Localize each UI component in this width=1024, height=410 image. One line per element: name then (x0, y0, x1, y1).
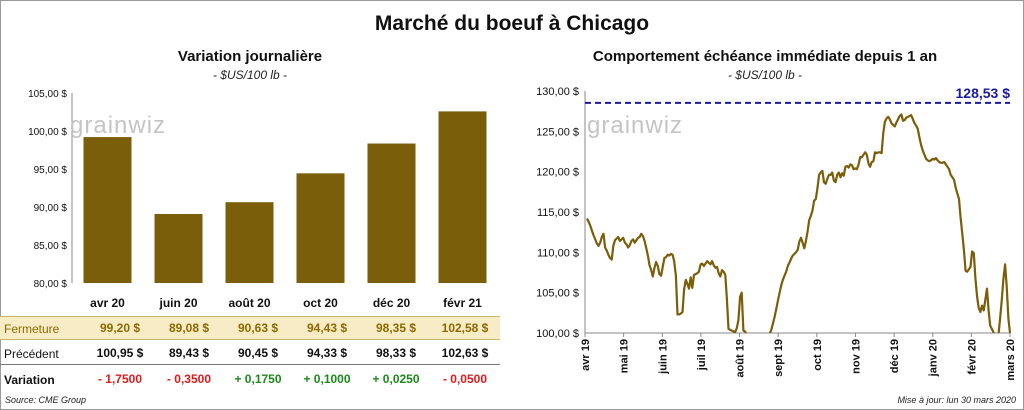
fermeture-cell: 94,43 $ (306, 321, 348, 335)
grainwiz-logo-left: grainwiz (70, 112, 167, 139)
y-tick-label: 100,00 $ (28, 127, 67, 138)
fermeture-cell: 98,35 $ (375, 321, 417, 335)
bar-4 (367, 143, 416, 283)
bar-5 (438, 111, 487, 283)
variation-cell: - 1,7500 (97, 372, 143, 386)
grainwiz-logo-right: grainwiz (587, 112, 684, 139)
precedent-cell: 98,33 $ (375, 346, 417, 360)
fermeture-cell: 90,63 $ (237, 321, 279, 335)
bar-3 (296, 173, 345, 283)
x-tick-label: févr 21 (443, 296, 482, 310)
variation-cell: + 0,1000 (303, 372, 351, 386)
variation-cell: + 0,0250 (372, 372, 420, 386)
left-chart-subtitle: - $US/100 lb - (212, 68, 288, 82)
x-tick-label: oct 20 (303, 296, 338, 310)
variation-cell: + 0,1750 (234, 372, 282, 386)
table-row-fermeture: Fermeture 99,20 $ 89,08 $ 90,63 $ 94,43 … (0, 316, 500, 340)
y-tick-label: 80,00 $ (34, 279, 68, 290)
bar-1 (154, 213, 203, 283)
precedent-cell: 100,95 $ (96, 346, 144, 360)
precedent-cell: 90,45 $ (237, 346, 279, 360)
y-tick-label: 85,00 $ (34, 241, 68, 252)
fermeture-cell: 102,58 $ (441, 321, 489, 335)
x-tick-label: juin 20 (158, 296, 197, 310)
precedent-cell: 89,43 $ (168, 346, 210, 360)
right-chart-subtitle: - $US/100 lb - (727, 68, 803, 82)
bar-chart: 80,00 $ 85,00 $ 90,00 $ 95,00 $ 100,00 $ 105,… (28, 89, 487, 310)
fermeture-cell: 89,08 $ (168, 321, 210, 335)
fermeture-cell: 99,20 $ (99, 321, 141, 335)
y-tick-label: 95,00 $ (34, 165, 68, 176)
x-tick-label: avr 20 (90, 296, 125, 310)
precedent-cell: 102,63 $ (441, 346, 489, 360)
source-note: Source: CME Group (5, 395, 87, 405)
table-row-precedent: Précédent 100,95 $ 89,43 $ 90,45 $ 94,33… (0, 342, 500, 365)
y-tick-label: 90,00 $ (34, 203, 68, 214)
variation-label: Variation (4, 373, 55, 387)
precedent-label: Précédent (4, 347, 59, 361)
x-tick-label: déc 20 (373, 296, 411, 310)
bar-0 (83, 137, 132, 283)
variation-cell: - 0,0500 (442, 372, 488, 386)
variation-cell: - 0,3500 (166, 372, 212, 386)
left-chart-title: Variation journalière (177, 48, 323, 65)
precedent-cell: 94,33 $ (306, 346, 348, 360)
page-title: Marché du boeuf à Chicago (374, 12, 650, 35)
table-row-variation: Variation - 1,7500 - 0,3500 + 0,1750 + 0… (0, 368, 500, 390)
x-tick-label: août 20 (228, 296, 270, 310)
bar-2 (225, 202, 274, 283)
right-chart-title: Comportement échéance immédiate depuis 1… (592, 48, 938, 65)
update-note: Mise à jour: lun 30 mars 2020 (897, 395, 1016, 405)
y-tick-label: 105,00 $ (28, 89, 67, 100)
fermeture-label: Fermeture (4, 322, 60, 336)
